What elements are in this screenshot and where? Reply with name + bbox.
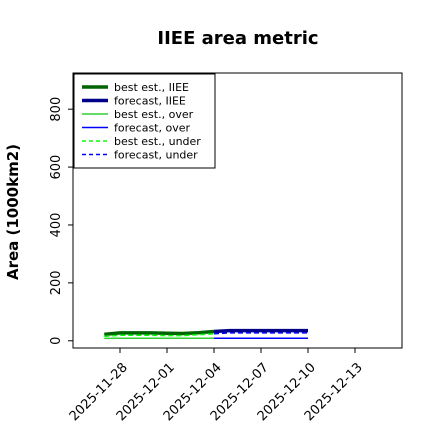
legend-label: forecast, IIEE — [114, 95, 186, 108]
y-tick-label: 800 — [49, 97, 64, 122]
chart-title: IIEE area metric — [157, 28, 318, 49]
series-line-4 — [104, 333, 215, 338]
series-line-0 — [104, 329, 215, 337]
series-layer — [104, 328, 308, 340]
y-tick-label: 400 — [49, 213, 64, 238]
series-line-5 — [213, 332, 308, 335]
legend-label: forecast, over — [114, 122, 190, 135]
y-tick-label: 600 — [49, 155, 64, 180]
legend-label: best est., IIEE — [114, 81, 189, 94]
y-axis-label: Area (1000km2) — [4, 144, 22, 280]
plot-frame — [72, 72, 403, 349]
legend-label: forecast, under — [114, 149, 198, 162]
legend-frame — [73, 73, 216, 169]
y-tick-label: 200 — [49, 270, 64, 295]
legend-label: best est., over — [114, 108, 194, 121]
series-line-1 — [213, 328, 308, 334]
legend-label: best est., under — [114, 135, 201, 148]
y-tick-label: 0 — [49, 337, 64, 345]
